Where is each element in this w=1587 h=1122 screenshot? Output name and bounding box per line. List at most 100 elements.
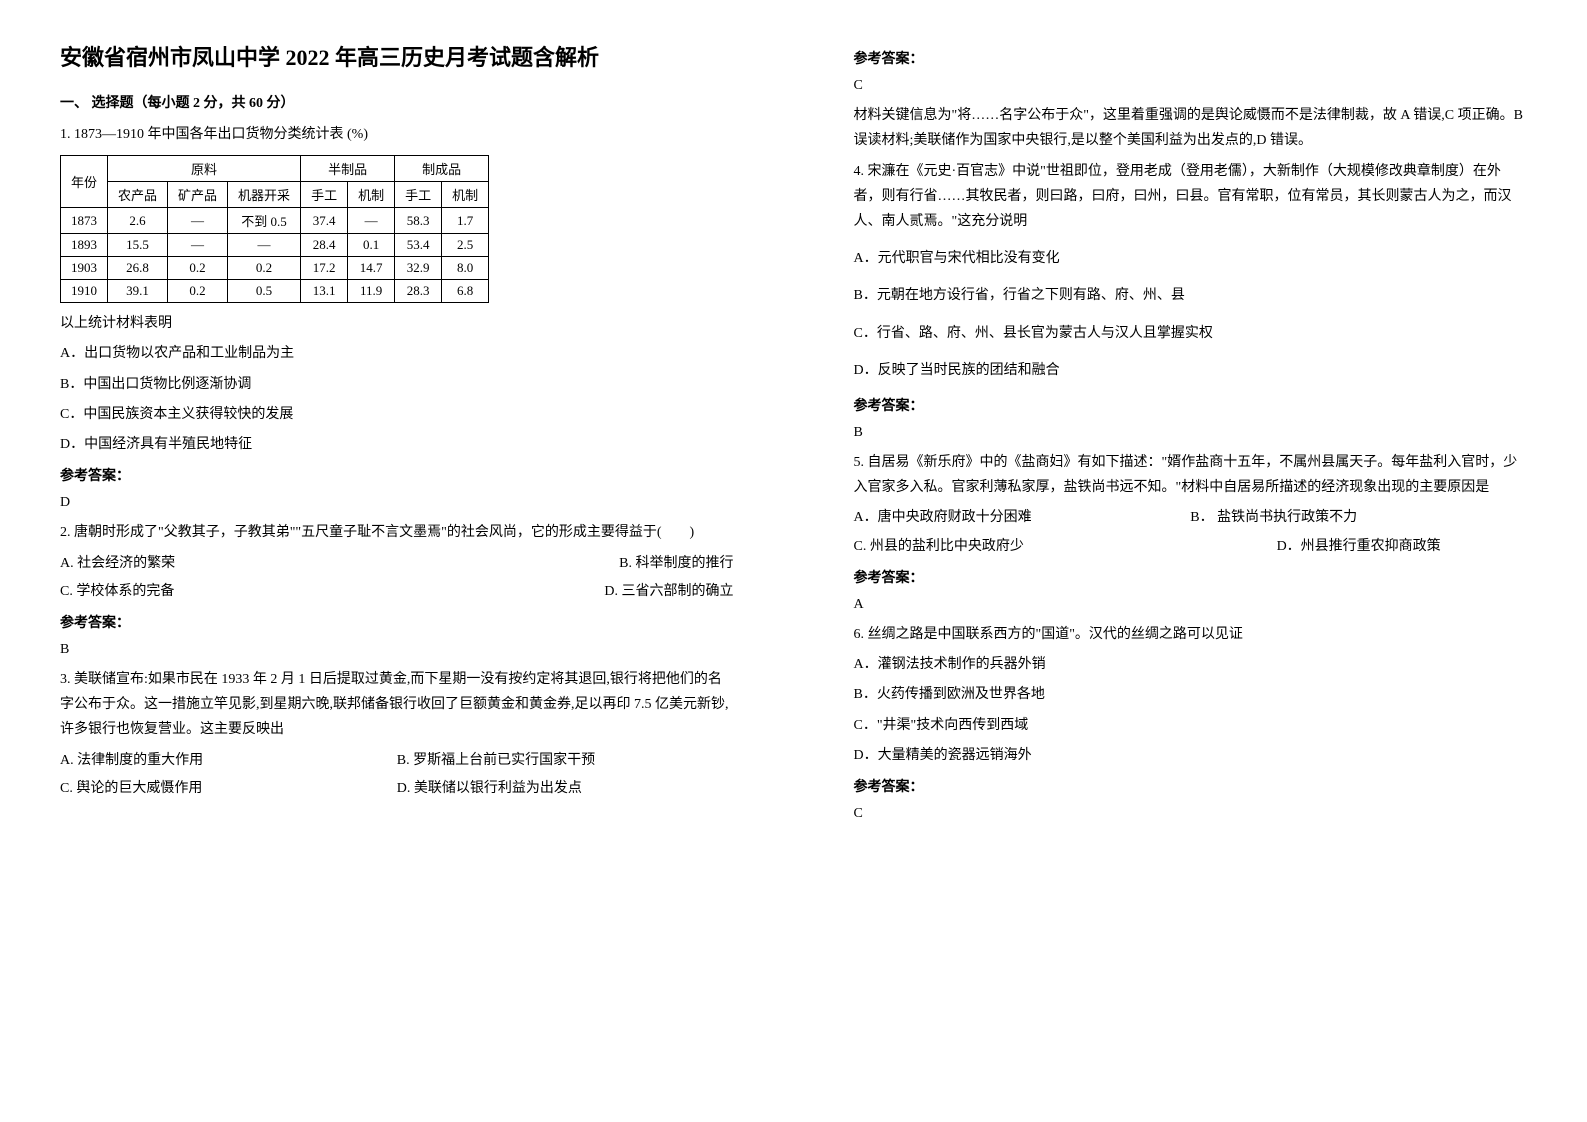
q1-sub-prompt: 以上统计材料表明 [60, 311, 734, 336]
q5-option: C. 州县的盐利比中央政府少 [854, 534, 1191, 559]
q4-option: C．行省、路、府、州、县长官为蒙古人与汉人且掌握实权 [854, 321, 1528, 346]
q6-option: A．灌钢法技术制作的兵器外销 [854, 652, 1528, 677]
q5-option: B． 盐铁尚书执行政策不力 [1190, 505, 1527, 530]
table-cell: 58.3 [395, 208, 442, 234]
table-cell: 6.8 [442, 280, 489, 303]
table-cell: 手工 [301, 182, 348, 208]
q4-option: D．反映了当时民族的团结和融合 [854, 358, 1528, 383]
q2-option: D. 三省六部制的确立 [397, 579, 734, 604]
q3-option: C. 舆论的巨大威慑作用 [60, 776, 397, 801]
table-cell: 2.5 [442, 234, 489, 257]
table-cell: 1910 [61, 280, 108, 303]
table-header-row2: 农产品 矿产品 机器开采 手工 机制 手工 机制 [61, 182, 489, 208]
table-cell: 0.1 [348, 234, 395, 257]
q4-prompt: 4. 宋濂在《元史·百官志》中说"世祖即位，登用老成（登用老儒），大新制作（大规… [854, 159, 1528, 235]
q1-option: A．出口货物以农产品和工业制品为主 [60, 341, 734, 366]
table-cell: 不到 0.5 [228, 208, 301, 234]
q5-option: D．州县推行重农抑商政策 [1190, 534, 1527, 559]
q4-option: B．元朝在地方设行省，行省之下则有路、府、州、县 [854, 283, 1528, 308]
table-cell: 1903 [61, 257, 108, 280]
table-cell: 28.4 [301, 234, 348, 257]
q1-table: 年份 原料 半制品 制成品 农产品 矿产品 机器开采 手工 机制 手工 机制 1… [60, 155, 489, 303]
q2-answer: B [60, 637, 734, 662]
table-cell: 37.4 [301, 208, 348, 234]
table-cell: 32.9 [395, 257, 442, 280]
q5-prompt: 5. 自居易《新乐府》中的《盐商妇》有如下描述："婿作盐商十五年，不属州县属天子… [854, 450, 1528, 500]
table-cell: 机制 [442, 182, 489, 208]
table-cell: — [168, 208, 228, 234]
table-cell: 53.4 [395, 234, 442, 257]
table-row: 1910 39.1 0.2 0.5 13.1 11.9 28.3 6.8 [61, 280, 489, 303]
right-column: 参考答案： C 材料关键信息为"将……名字公布于众"，这里着重强调的是舆论威慑而… [794, 0, 1587, 1122]
page-title: 安徽省宿州市凤山中学 2022 年高三历史月考试题含解析 [60, 40, 734, 72]
q2-option: A. 社会经济的繁荣 [60, 551, 397, 576]
table-row: 1893 15.5 — — 28.4 0.1 53.4 2.5 [61, 234, 489, 257]
table-cell: — [228, 234, 301, 257]
q1-answer-label: 参考答案： [60, 465, 734, 485]
table-cell: 年份 [61, 156, 108, 208]
q3-explanation: 材料关键信息为"将……名字公布于众"，这里着重强调的是舆论威慑而不是法律制裁，故… [854, 103, 1528, 153]
section-header: 一、 选择题（每小题 2 分，共 60 分） [60, 92, 734, 112]
q3-option-row: C. 舆论的巨大威慑作用 D. 美联储以银行利益为出发点 [60, 776, 734, 801]
q1-answer: D [60, 490, 734, 515]
table-cell: 39.1 [108, 280, 168, 303]
q5-option-row: A．唐中央政府财政十分困难 B． 盐铁尚书执行政策不力 [854, 505, 1528, 530]
table-cell: 0.2 [168, 280, 228, 303]
q2-option: C. 学校体系的完备 [60, 579, 397, 604]
table-cell: 28.3 [395, 280, 442, 303]
table-cell: 13.1 [301, 280, 348, 303]
q6-option: B．火药传播到欧洲及世界各地 [854, 682, 1528, 707]
q3-option-row: A. 法律制度的重大作用 B. 罗斯福上台前已实行国家干预 [60, 748, 734, 773]
q3-option: D. 美联储以银行利益为出发点 [397, 776, 734, 801]
q4-option: A．元代职官与宋代相比没有变化 [854, 246, 1528, 271]
left-column: 安徽省宿州市凤山中学 2022 年高三历史月考试题含解析 一、 选择题（每小题 … [0, 0, 794, 1122]
table-cell: 机器开采 [228, 182, 301, 208]
table-cell: 1.7 [442, 208, 489, 234]
table-cell: 2.6 [108, 208, 168, 234]
q2-option-row: C. 学校体系的完备 D. 三省六部制的确立 [60, 579, 734, 604]
table-cell: 26.8 [108, 257, 168, 280]
table-cell: 机制 [348, 182, 395, 208]
table-cell: 半制品 [301, 156, 395, 182]
table-cell: 0.2 [168, 257, 228, 280]
table-row: 1903 26.8 0.2 0.2 17.2 14.7 32.9 8.0 [61, 257, 489, 280]
q6-option: C．"井渠"技术向西传到西域 [854, 713, 1528, 738]
q2-prompt: 2. 唐朝时形成了"父教其子，子教其弟""五尺童子耻不言文墨焉"的社会风尚，它的… [60, 520, 734, 545]
q4-answer-label: 参考答案： [854, 395, 1528, 415]
table-cell: 1893 [61, 234, 108, 257]
q6-answer-label: 参考答案： [854, 776, 1528, 796]
table-cell: 制成品 [395, 156, 489, 182]
q6-prompt: 6. 丝绸之路是中国联系西方的"国道"。汉代的丝绸之路可以见证 [854, 622, 1528, 647]
table-cell: 8.0 [442, 257, 489, 280]
table-cell: 14.7 [348, 257, 395, 280]
table-row: 1873 2.6 — 不到 0.5 37.4 — 58.3 1.7 [61, 208, 489, 234]
table-cell: 0.2 [228, 257, 301, 280]
q5-answer: A [854, 592, 1528, 617]
table-cell: 0.5 [228, 280, 301, 303]
table-cell: 原料 [108, 156, 301, 182]
table-cell: 11.9 [348, 280, 395, 303]
q4-answer: B [854, 420, 1528, 445]
table-cell: — [168, 234, 228, 257]
q2-answer-label: 参考答案： [60, 612, 734, 632]
q1-option: B．中国出口货物比例逐渐协调 [60, 372, 734, 397]
table-cell: 1873 [61, 208, 108, 234]
q2-option: B. 科举制度的推行 [397, 551, 734, 576]
table-cell: 手工 [395, 182, 442, 208]
table-cell: 15.5 [108, 234, 168, 257]
table-header-row: 年份 原料 半制品 制成品 [61, 156, 489, 182]
table-cell: 17.2 [301, 257, 348, 280]
table-cell: 农产品 [108, 182, 168, 208]
q6-answer: C [854, 801, 1528, 826]
q5-option: A．唐中央政府财政十分困难 [854, 505, 1191, 530]
q3-answer-label: 参考答案： [854, 48, 1528, 68]
q3-option: B. 罗斯福上台前已实行国家干预 [397, 748, 734, 773]
q1-option: D．中国经济具有半殖民地特征 [60, 432, 734, 457]
q1-prompt: 1. 1873—1910 年中国各年出口货物分类统计表 (%) [60, 122, 734, 147]
q3-answer: C [854, 73, 1528, 98]
q3-prompt: 3. 美联储宣布:如果市民在 1933 年 2 月 1 日后提取过黄金,而下星期… [60, 667, 734, 743]
table-cell: 矿产品 [168, 182, 228, 208]
table-cell: — [348, 208, 395, 234]
q5-option-row: C. 州县的盐利比中央政府少 D．州县推行重农抑商政策 [854, 534, 1528, 559]
q2-option-row: A. 社会经济的繁荣 B. 科举制度的推行 [60, 551, 734, 576]
